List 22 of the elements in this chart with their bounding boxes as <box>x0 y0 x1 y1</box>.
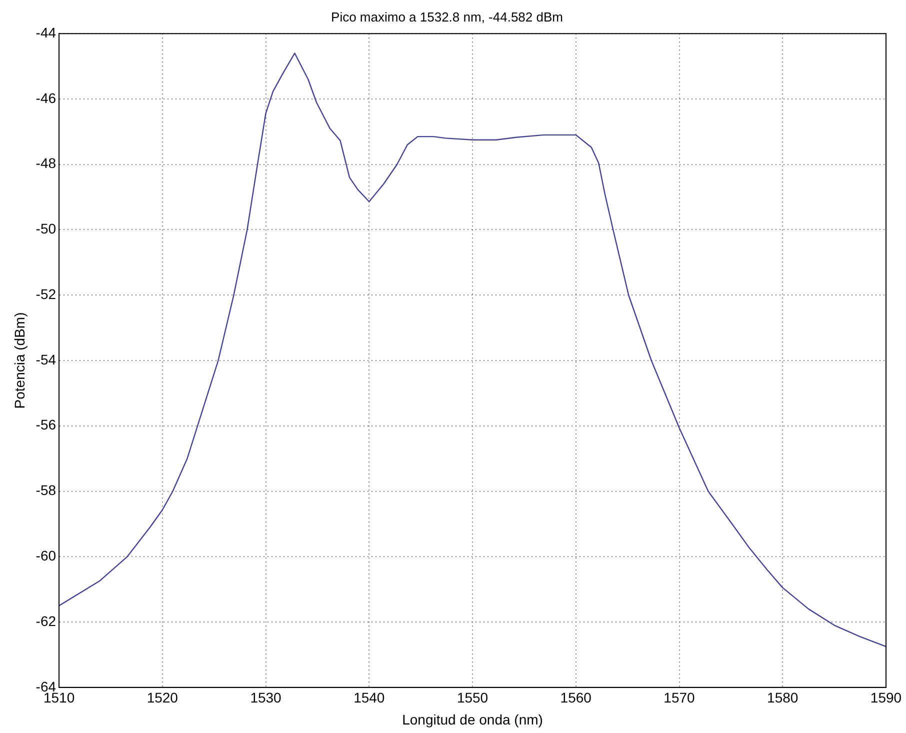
x-tick-label: 1520 <box>146 690 178 706</box>
x-tick-label: 1590 <box>870 690 902 706</box>
x-tick-label: 1570 <box>664 690 696 706</box>
y-tick-label: -44 <box>36 24 56 40</box>
y-tick-label: -50 <box>36 220 56 237</box>
y-tick-label: -48 <box>36 155 56 172</box>
y-tick-label: -60 <box>36 548 56 564</box>
x-axis-title: Longitud de onda (nm) <box>402 711 543 728</box>
y-tick-label: -58 <box>36 482 56 498</box>
x-tick-label: 1530 <box>250 690 282 706</box>
y-tick-label: -64 <box>36 678 56 694</box>
y-tick-label: -54 <box>36 351 56 368</box>
y-tick-label: -46 <box>36 90 56 106</box>
y-axis-title: Potencia (dBm) <box>11 312 28 409</box>
x-tick-label: 1540 <box>354 690 385 706</box>
x-tick-label: 1580 <box>767 690 798 706</box>
y-tick-label: -62 <box>36 612 56 629</box>
chart-title: Pico maximo a 1532.8 nm, -44.582 dBm <box>331 9 563 24</box>
x-tick-label: 1560 <box>560 690 592 706</box>
y-tick-label: -52 <box>36 286 56 302</box>
x-tick-label: 1550 <box>456 690 488 706</box>
y-tick-label: -56 <box>36 416 56 433</box>
